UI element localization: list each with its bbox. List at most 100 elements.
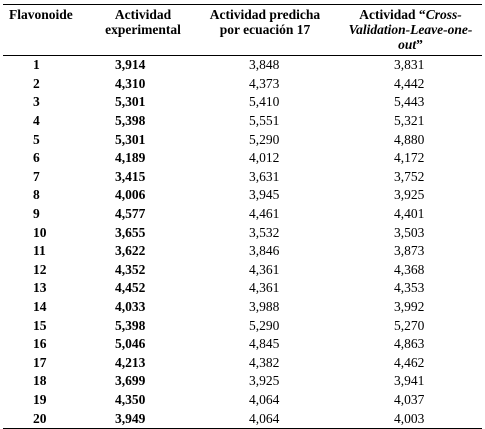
header-flavonoide-label: Flavonoide [9, 7, 73, 22]
cell-cross-validation: 5,321 [394, 113, 425, 129]
cell-predicha: 3,925 [249, 373, 280, 389]
cell-cross-validation: 4,863 [394, 336, 425, 352]
table-container: Flavonoide Actividad experimental Activi… [0, 4, 485, 429]
cell-flavonoide: 16 [33, 336, 47, 352]
cell-predicha: 5,290 [249, 131, 280, 147]
cell-predicha: 3,532 [249, 224, 280, 240]
cell-cross-validation: 3,831 [394, 57, 425, 73]
table-row: 12 4,352 4,361 4,368 [3, 261, 482, 280]
cell-cross-validation: 4,353 [394, 280, 425, 296]
cell-flavonoide: 11 [33, 243, 46, 259]
header-cv-italic2: Validation-Leave-one-out [348, 22, 473, 52]
cell-flavonoide: 6 [33, 150, 40, 166]
flavonoid-activity-table: Flavonoide Actividad experimental Activi… [3, 4, 482, 429]
cell-experimental: 3,914 [115, 57, 146, 73]
cell-cross-validation: 3,992 [394, 299, 425, 315]
cell-experimental: 4,577 [115, 206, 146, 222]
header-cv-prefix: Actividad “ [359, 7, 426, 22]
cell-flavonoide: 14 [33, 299, 47, 315]
cell-cross-validation: 3,925 [394, 187, 425, 203]
cell-cross-validation: 4,003 [394, 410, 425, 426]
table-header: Flavonoide Actividad experimental Activi… [3, 4, 482, 56]
table-row: 20 3,949 4,064 4,003 [3, 409, 482, 429]
table-row: 11 3,622 3,846 3,873 [3, 242, 482, 261]
cell-flavonoide: 2 [33, 75, 40, 91]
cell-flavonoide: 15 [33, 317, 47, 333]
cell-cross-validation: 4,401 [394, 206, 425, 222]
cell-flavonoide: 12 [33, 261, 47, 277]
table-row: 3 5,301 5,410 5,443 [3, 93, 482, 112]
cell-experimental: 5,398 [115, 113, 146, 129]
cell-experimental: 3,415 [115, 168, 146, 184]
header-experimental-line1: Actividad [114, 7, 172, 22]
cell-cross-validation: 4,442 [394, 75, 425, 91]
header-flavonoide: Flavonoide [3, 5, 95, 56]
cell-experimental: 4,350 [115, 391, 146, 407]
cell-cross-validation: 5,443 [394, 94, 425, 110]
cell-cross-validation: 4,368 [394, 261, 425, 277]
cell-experimental: 4,033 [115, 299, 146, 315]
table-row: 7 3,415 3,631 3,752 [3, 168, 482, 187]
cell-flavonoide: 1 [33, 57, 40, 73]
table-row: 19 4,350 4,064 4,037 [3, 391, 482, 410]
cell-experimental: 3,622 [115, 243, 146, 259]
cell-cross-validation: 4,880 [394, 131, 425, 147]
cell-flavonoide: 5 [33, 131, 40, 147]
cell-experimental: 4,452 [115, 280, 146, 296]
cell-flavonoide: 4 [33, 113, 40, 129]
cell-predicha: 5,551 [249, 113, 280, 129]
cell-experimental: 3,699 [115, 373, 146, 389]
table-body: 1 3,914 3,848 3,831 2 4,310 4,373 4,442 3 5,301… [3, 56, 482, 429]
cell-predicha: 3,846 [249, 243, 280, 259]
cell-flavonoide: 20 [33, 410, 47, 426]
header-predicha-line2: por ecuación 17 [219, 22, 311, 37]
cell-cross-validation: 3,941 [394, 373, 425, 389]
cell-experimental: 4,352 [115, 261, 146, 277]
cell-predicha: 3,631 [249, 168, 280, 184]
header-predicha: Actividad predicha por ecuación 17 [191, 5, 339, 56]
cell-cross-validation: 4,037 [394, 391, 425, 407]
cell-cross-validation: 5,270 [394, 317, 425, 333]
cell-experimental: 4,310 [115, 75, 146, 91]
header-experimental-line2: experimental [105, 22, 181, 37]
cell-experimental: 5,301 [115, 94, 146, 110]
cell-cross-validation: 3,503 [394, 224, 425, 240]
cell-predicha: 4,461 [249, 206, 280, 222]
cell-predicha: 4,382 [249, 354, 280, 370]
cell-experimental: 4,213 [115, 354, 146, 370]
cell-cross-validation: 3,752 [394, 168, 425, 184]
cell-predicha: 5,290 [249, 317, 280, 333]
header-experimental: Actividad experimental [95, 5, 191, 56]
table-row: 10 3,655 3,532 3,503 [3, 223, 482, 242]
cell-experimental: 5,398 [115, 317, 146, 333]
table-row: 17 4,213 4,382 4,462 [3, 354, 482, 373]
cell-flavonoide: 17 [33, 354, 47, 370]
cell-predicha: 3,988 [249, 299, 280, 315]
cell-flavonoide: 18 [33, 373, 47, 389]
header-cv-suffix: ” [416, 37, 423, 52]
table-row: 15 5,398 5,290 5,270 [3, 316, 482, 335]
cell-predicha: 4,064 [249, 410, 280, 426]
cell-experimental: 5,301 [115, 131, 146, 147]
table-row: 9 4,577 4,461 4,401 [3, 205, 482, 224]
cell-experimental: 5,046 [115, 336, 146, 352]
table-row: 16 5,046 4,845 4,863 [3, 335, 482, 354]
cell-cross-validation: 4,172 [394, 150, 425, 166]
header-cross-validation: Actividad “Cross- Validation-Leave-one-o… [339, 5, 482, 56]
cell-predicha: 3,848 [249, 57, 280, 73]
cell-predicha: 4,845 [249, 336, 280, 352]
cell-flavonoide: 3 [33, 94, 40, 110]
table-row: 8 4,006 3,945 3,925 [3, 186, 482, 205]
table-row: 18 3,699 3,925 3,941 [3, 372, 482, 391]
cell-experimental: 4,006 [115, 187, 146, 203]
cell-flavonoide: 7 [33, 168, 40, 184]
header-predicha-line1: Actividad predicha [209, 7, 321, 22]
cell-flavonoide: 19 [33, 391, 47, 407]
cell-cross-validation: 3,873 [394, 243, 425, 259]
cell-experimental: 3,655 [115, 224, 146, 240]
cell-predicha: 4,064 [249, 391, 280, 407]
table-row: 5 5,301 5,290 4,880 [3, 130, 482, 149]
header-row: Flavonoide Actividad experimental Activi… [3, 4, 482, 56]
cell-experimental: 3,949 [115, 410, 146, 426]
table-row: 1 3,914 3,848 3,831 [3, 56, 482, 75]
